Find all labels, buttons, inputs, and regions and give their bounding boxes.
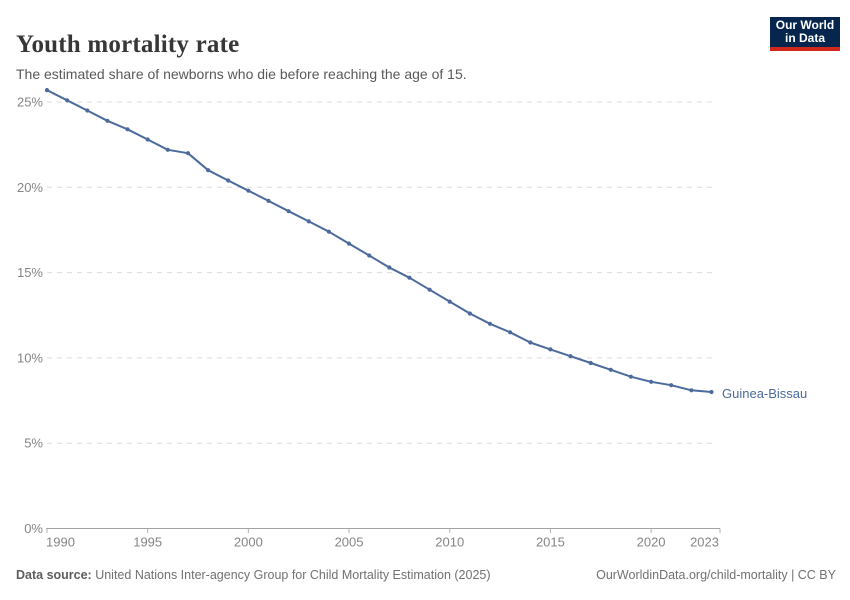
y-axis-tick-label: 25% <box>17 95 43 110</box>
data-point <box>508 330 513 335</box>
data-point <box>628 374 634 379</box>
data-point <box>206 168 211 173</box>
data-point <box>689 388 694 393</box>
y-axis-tick-label: 10% <box>17 350 43 365</box>
x-axis-tick-label: 2005 <box>335 535 364 550</box>
data-point <box>568 354 573 359</box>
data-point <box>447 299 452 304</box>
data-point <box>185 151 191 156</box>
data-point <box>226 178 231 183</box>
x-axis-tick-label: 2020 <box>637 535 666 550</box>
series-label-guinea-bissau: Guinea-Bissau <box>722 386 808 401</box>
data-point <box>44 88 50 93</box>
data-point <box>528 340 533 345</box>
chart-title: Youth mortality rate <box>16 30 240 58</box>
footer-citation-link[interactable]: OurWorldinData.org/child-mortality | CC … <box>596 568 836 582</box>
data-point <box>105 118 110 123</box>
data-source-label: Data source: <box>16 568 92 582</box>
x-axis-tick-label: 1995 <box>133 535 162 550</box>
data-source-text: United Nations Inter-agency Group for Ch… <box>91 568 491 582</box>
data-point <box>326 229 331 234</box>
x-axis-tick-label: 2015 <box>536 535 565 550</box>
data-point <box>286 209 291 214</box>
data-point <box>85 108 90 113</box>
data-point <box>65 98 70 103</box>
data-point <box>145 137 150 142</box>
owid-logo-line2: in Data <box>784 31 825 45</box>
data-point <box>266 198 271 203</box>
y-axis-tick-label: 20% <box>17 180 43 195</box>
data-point <box>387 265 392 270</box>
data-point <box>467 311 472 316</box>
data-point <box>427 287 432 292</box>
data-point <box>649 379 654 384</box>
data-point <box>165 147 170 152</box>
y-axis-tick-label: 15% <box>17 265 43 280</box>
x-axis-tick-label: 1990 <box>46 535 75 550</box>
data-point <box>367 253 372 258</box>
x-axis-tick-label: 2010 <box>435 535 464 550</box>
x-axis-tick-label: 2023 <box>690 535 719 550</box>
data-point <box>548 347 553 352</box>
data-point <box>669 383 674 388</box>
data-point <box>709 389 714 395</box>
data-point <box>246 188 251 193</box>
footer-data-source: Data source: United Nations Inter-agency… <box>16 568 491 582</box>
data-point <box>125 127 130 132</box>
owid-logo-line1: Our World <box>775 17 835 32</box>
data-point <box>346 241 352 246</box>
data-point <box>407 275 412 280</box>
data-point <box>588 360 593 366</box>
owid-logo[interactable]: Our World in Data <box>770 17 840 51</box>
y-axis-tick-label: 5% <box>24 436 43 451</box>
y-axis-tick-label: 0% <box>24 521 43 536</box>
x-axis-tick-label: 2000 <box>234 535 263 550</box>
data-point <box>608 367 613 372</box>
line-series <box>46 89 712 393</box>
data-point <box>306 219 311 224</box>
chart-subtitle: The estimated share of newborns who die … <box>16 66 467 82</box>
data-point <box>487 321 493 326</box>
